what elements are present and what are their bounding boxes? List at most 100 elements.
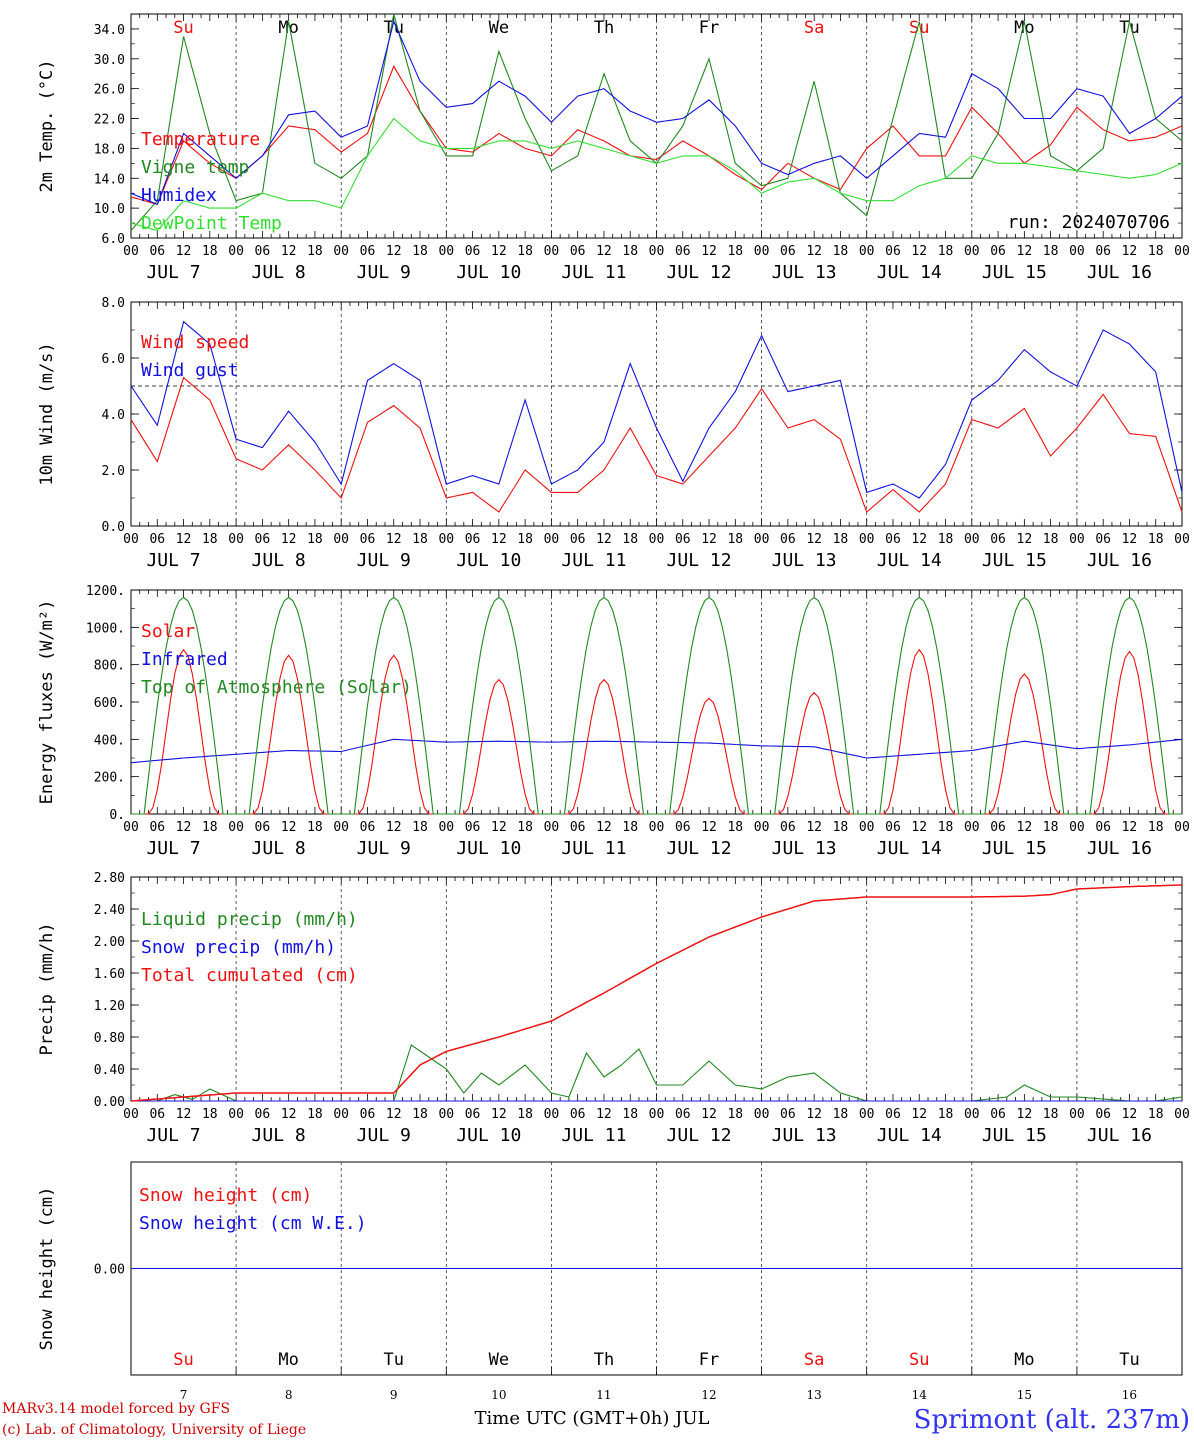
hour-tick-label: 00 xyxy=(1174,532,1190,547)
hour-tick-label: 06 xyxy=(255,820,271,835)
weekday-label: Su xyxy=(173,18,193,38)
hour-tick-label: 12 xyxy=(1017,820,1033,835)
legend-entry: Top of Atmosphere (Solar) xyxy=(141,677,412,698)
date-tick-label: JUL 14 xyxy=(877,1125,942,1146)
weekday-label: We xyxy=(489,18,509,38)
hour-tick-label: 18 xyxy=(202,532,218,547)
hour-tick-label: 00 xyxy=(228,532,244,547)
date-tick-label: JUL 13 xyxy=(772,838,837,859)
weekday-label: Mo xyxy=(1014,1350,1034,1370)
hour-tick-label: 00 xyxy=(964,820,980,835)
hour-tick-label: 18 xyxy=(517,244,533,259)
hour-tick-label: 00 xyxy=(438,1107,454,1122)
y-tick-label: 26.0 xyxy=(94,83,125,98)
series-line-infrared xyxy=(130,738,1183,764)
date-tick-label: JUL 15 xyxy=(982,838,1047,859)
x-ticks xyxy=(130,302,1183,526)
hour-tick-label: 00 xyxy=(1069,244,1085,259)
y-tick-label: 0.00 xyxy=(94,1263,125,1278)
series-line-top-of-atmosphere-solar- xyxy=(131,596,1182,815)
date-tick-label: JUL 7 xyxy=(146,262,200,283)
hour-tick-label: 00 xyxy=(859,244,875,259)
hour-tick-label: 18 xyxy=(202,820,218,835)
legend: Solar Infrared Top of Atmosphere (Solar) xyxy=(141,621,412,698)
model-credit: MARv3.14 model forced by GFS xyxy=(2,1401,230,1417)
hour-tick-label: 12 xyxy=(386,1107,402,1122)
y-axis-label: Snow height (cm) xyxy=(37,1187,57,1351)
panel-snow: 0.00 Snow height (cm) Su Mo Tu We Th Fr Sa Su Mo Tu… xyxy=(37,1161,1183,1402)
day-number-label: 15 xyxy=(1017,1388,1032,1402)
y-tick-label: 2.00 xyxy=(94,935,125,950)
hour-tick-label: 12 xyxy=(701,820,717,835)
hour-tick-label: 12 xyxy=(701,1107,717,1122)
date-tick-label: JUL 12 xyxy=(667,262,732,283)
date-tick-label: JUL 10 xyxy=(456,1125,521,1146)
weekday-label: Tu xyxy=(384,1350,404,1370)
hour-tick-label: 18 xyxy=(938,820,954,835)
date-tick-label: JUL 15 xyxy=(982,550,1047,571)
hour-tick-label: 12 xyxy=(911,1107,927,1122)
hour-tick-label: 18 xyxy=(1148,1107,1164,1122)
day-number-label: 16 xyxy=(1122,1388,1137,1402)
hour-tick-label: 18 xyxy=(307,1107,323,1122)
y-ticks: 6.0 10.0 14.0 18.0 22.0 26.0 30.0 34.0 xyxy=(94,13,1182,247)
y-tick-label: 0.0 xyxy=(102,520,125,535)
date-tick-label: JUL 9 xyxy=(357,550,411,571)
hour-tick-label: 06 xyxy=(675,820,691,835)
hour-tick-label: 00 xyxy=(333,1107,349,1122)
y-axis-label: 2m Temp. (°C) xyxy=(37,59,57,192)
day-number-label: 12 xyxy=(701,1388,716,1402)
hour-tick-label: 12 xyxy=(1122,820,1138,835)
y-ticks: 0. 200. 400. 600. 800. 1000. 1200. xyxy=(86,584,1182,823)
station-name: Sprimont (alt. 237m) xyxy=(914,1405,1190,1435)
date-tick-label: JUL 12 xyxy=(667,838,732,859)
hour-tick-label: 06 xyxy=(465,820,481,835)
hour-tick-label: 06 xyxy=(255,532,271,547)
hour-tick-label: 00 xyxy=(228,244,244,259)
hour-tick-label: 12 xyxy=(281,820,297,835)
date-tick-label: JUL 11 xyxy=(561,262,626,283)
date-tick-label: JUL 16 xyxy=(1087,1125,1152,1146)
hour-tick-label: 06 xyxy=(885,532,901,547)
y-tick-label: 1000. xyxy=(86,621,125,636)
date-tick-label: JUL 8 xyxy=(252,262,306,283)
date-tick-label: JUL 11 xyxy=(561,838,626,859)
hour-tick-label: 18 xyxy=(833,1107,849,1122)
x-axis-title: Time UTC (GMT+0h) JUL xyxy=(475,1408,710,1429)
weekday-label: Sa xyxy=(804,18,824,38)
hour-tick-label: 18 xyxy=(833,820,849,835)
date-tick-label: JUL 8 xyxy=(252,838,306,859)
hour-tick-label: 12 xyxy=(1122,244,1138,259)
hour-tick-label: 00 xyxy=(333,820,349,835)
legend-entry: Infrared xyxy=(141,649,228,670)
hour-tick-label: 00 xyxy=(859,820,875,835)
hour-tick-label: 00 xyxy=(1174,1107,1190,1122)
date-tick-label: JUL 10 xyxy=(456,550,521,571)
hour-tick-label: 06 xyxy=(990,532,1006,547)
weekday-label: Sa xyxy=(804,1350,824,1370)
panel-energy: 00 06 12 18 00 06 12 18 00 06 12 18 00 06 12 18 00 06 12 18… xyxy=(37,584,1190,859)
hour-tick-label: 00 xyxy=(544,1107,560,1122)
date-tick-label: JUL 7 xyxy=(146,1125,200,1146)
date-tick-label: JUL 8 xyxy=(252,1125,306,1146)
y-tick-label: 600. xyxy=(94,696,125,711)
y-tick-label: 1200. xyxy=(86,584,125,599)
hour-tick-label: 06 xyxy=(570,532,586,547)
hour-tick-label: 00 xyxy=(438,532,454,547)
hour-tick-label: 12 xyxy=(176,532,192,547)
hour-tick-label: 18 xyxy=(1043,532,1059,547)
weekday-label: Mo xyxy=(1014,18,1034,38)
hour-tick-label: 12 xyxy=(281,244,297,259)
hour-tick-label: 06 xyxy=(149,1107,165,1122)
hour-tick-label: 00 xyxy=(1069,820,1085,835)
weekday-label: Su xyxy=(173,1350,193,1370)
hour-tick-label: 12 xyxy=(1122,532,1138,547)
series-line-total-cumulated-cm- xyxy=(130,884,1183,1102)
date-tick-label: JUL 11 xyxy=(561,1125,626,1146)
hour-tick-label: 12 xyxy=(911,820,927,835)
hour-tick-label: 18 xyxy=(202,244,218,259)
date-tick-label: JUL 13 xyxy=(772,550,837,571)
y-axis-label: 10m Wind (m/s) xyxy=(37,342,57,485)
hour-tick-label: 06 xyxy=(255,1107,271,1122)
x-ticks xyxy=(130,1367,1183,1375)
